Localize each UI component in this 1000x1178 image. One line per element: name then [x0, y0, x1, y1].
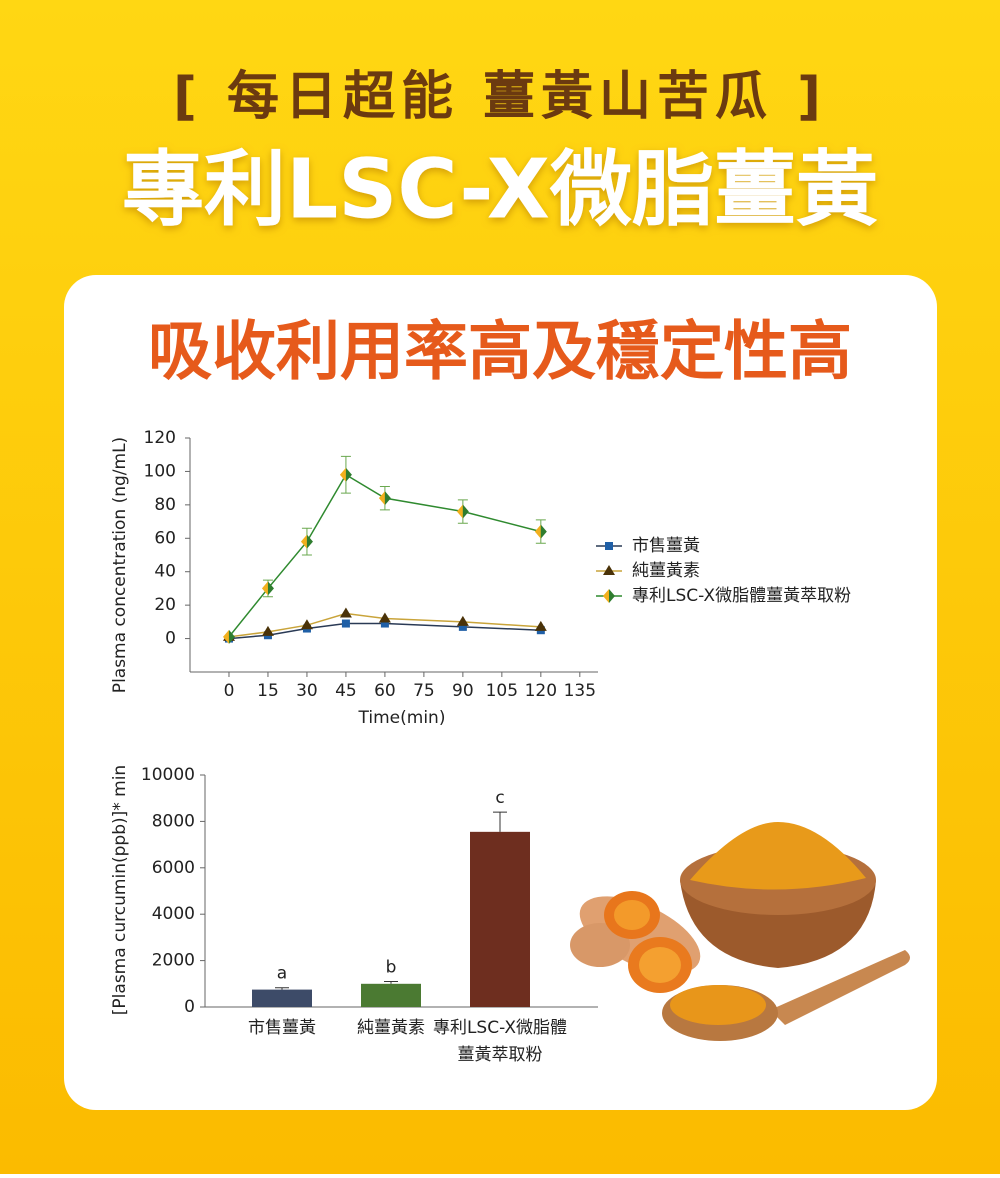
marker-half: [384, 491, 391, 506]
y-axis-label: [Plasma curcumin(ppb)]* min: [110, 765, 130, 1015]
x-tick-label: 市售薑黃: [248, 1018, 316, 1038]
marker: [534, 524, 547, 539]
x-tick-label: 0: [224, 681, 235, 701]
marker: [339, 607, 352, 618]
x-tick-label: 45: [335, 681, 357, 701]
y-tick-label: 100: [144, 461, 176, 481]
marker-half: [609, 589, 615, 603]
x-tick-label: 薑黃萃取粉: [458, 1045, 543, 1065]
bar-annotation: c: [495, 788, 504, 808]
bar-annotation: b: [386, 957, 397, 977]
y-tick-label: 2000: [152, 951, 195, 971]
marker-half: [456, 504, 463, 519]
y-tick-label: 20: [154, 595, 176, 615]
marker: [603, 589, 615, 603]
y-tick-label: 120: [144, 428, 176, 448]
marker-half: [300, 534, 307, 549]
marker-half: [345, 467, 352, 482]
y-tick-label: 0: [184, 997, 195, 1017]
marker-half: [378, 491, 385, 506]
marker: [456, 615, 469, 626]
x-tick-label: 75: [413, 681, 435, 701]
x-axis-label: Time(min): [358, 708, 446, 728]
marker: [534, 620, 547, 631]
bar: [470, 831, 530, 1007]
marker: [456, 504, 469, 519]
bar: [361, 983, 421, 1007]
y-tick-label: 80: [154, 495, 176, 515]
legend-label: 純薑黃素: [632, 561, 700, 581]
marker: [261, 625, 274, 636]
turmeric-image: [570, 822, 910, 1041]
error-bar: [275, 987, 289, 990]
marker: [339, 467, 352, 482]
marker: [341, 619, 350, 628]
marker-half: [228, 629, 235, 644]
marker: [261, 581, 274, 596]
marker-half: [534, 524, 541, 539]
y-tick-label: 4000: [152, 904, 195, 924]
error-bar: [384, 980, 398, 984]
main-title: 專利LSC-X微脂薑黃: [122, 142, 878, 237]
x-tick-label: 15: [257, 681, 279, 701]
legend-label: 市售薑黃: [632, 536, 700, 556]
card-heading: 吸收利用率高及穩定性高: [148, 316, 852, 390]
x-tick-label: 專利LSC-X微脂體: [433, 1018, 567, 1038]
y-axis-label: Plasma concentration (ng/mL): [110, 437, 130, 693]
y-tick-label: 6000: [152, 858, 195, 878]
y-tick-label: 60: [154, 528, 176, 548]
bar-annotation: a: [277, 964, 287, 984]
x-tick-label: 30: [296, 681, 318, 701]
marker: [300, 534, 313, 549]
y-tick-label: 10000: [141, 765, 195, 785]
x-tick-label: 135: [564, 681, 596, 701]
marker: [458, 622, 467, 631]
y-tick-label: 40: [154, 562, 176, 582]
tagline: [ 每日超能 薑黃山苦瓜 ]: [173, 67, 827, 127]
marker-half: [540, 524, 547, 539]
marker: [603, 565, 615, 575]
marker-half: [222, 629, 229, 644]
marker-half: [603, 589, 609, 603]
marker-half: [261, 581, 268, 596]
marker-half: [306, 534, 313, 549]
marker-half: [339, 467, 346, 482]
y-tick-label: 8000: [152, 811, 195, 831]
marker: [378, 612, 391, 623]
marker: [378, 491, 391, 506]
marker-half: [462, 504, 469, 519]
marker: [222, 629, 235, 644]
legend-label: 專利LSC-X微脂體薑黃萃取粉: [632, 586, 851, 606]
y-tick-label: 0: [165, 629, 176, 649]
error-bar: [493, 811, 507, 832]
marker: [300, 619, 313, 630]
bar: [252, 989, 312, 1007]
x-tick-label: 120: [525, 681, 557, 701]
marker-half: [267, 581, 274, 596]
x-tick-label: 90: [452, 681, 474, 701]
marker: [605, 542, 613, 550]
x-tick-label: 60: [374, 681, 396, 701]
x-tick-label: 105: [486, 681, 518, 701]
x-tick-label: 純薑黃素: [357, 1018, 425, 1038]
marker: [380, 619, 389, 628]
